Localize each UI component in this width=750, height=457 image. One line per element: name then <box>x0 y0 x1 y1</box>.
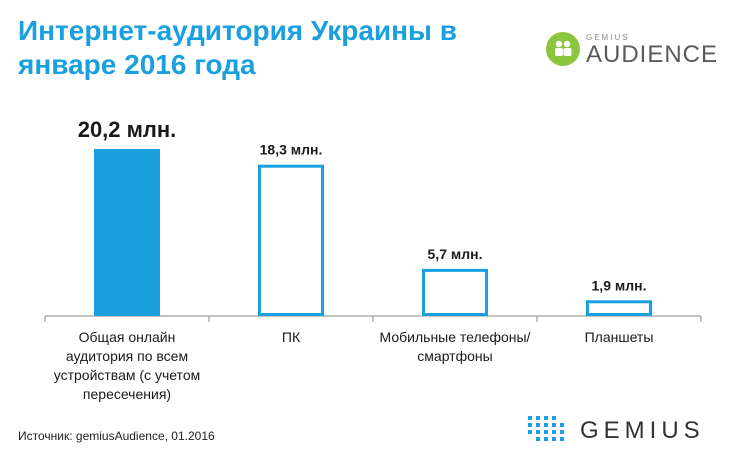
bar-data-label: 5,7 млн. <box>428 246 483 262</box>
gemius-audience-logo: GEMIUS AUDIENCE <box>546 32 736 72</box>
bar <box>586 300 652 317</box>
x-tick-label: Общая онлайн <box>79 329 176 345</box>
bar <box>94 149 160 316</box>
gemius-logo-text: GEMIUS <box>580 417 705 444</box>
page-title: Интернет-аудитория Украины в январе 2016… <box>18 15 457 80</box>
gemius-dot <box>552 430 556 434</box>
bar <box>258 164 324 316</box>
gemius-dot <box>528 416 532 420</box>
audience-logo-small-text: GEMIUS <box>586 33 630 42</box>
bar-data-label: 1,9 млн. <box>592 277 647 293</box>
gemius-dot <box>536 437 540 441</box>
gemius-dot <box>528 423 532 427</box>
bar-data-label: 18,3 млн. <box>260 142 323 158</box>
gemius-dot <box>560 437 564 441</box>
gemius-dot <box>544 416 548 420</box>
x-tick-label: смартфоны <box>417 348 492 364</box>
gemius-dot <box>560 430 564 434</box>
gemius-dot <box>544 423 548 427</box>
gemius-dot <box>536 423 540 427</box>
x-tick-label: пересечения) <box>83 386 171 402</box>
gemius-dot <box>552 416 556 420</box>
bar-data-label: 20,2 млн. <box>78 117 177 142</box>
gemius-dot <box>528 430 532 434</box>
gemius-dot <box>560 423 564 427</box>
x-tick-label: Планшеты <box>585 329 654 345</box>
audience-logo-big-text: AUDIENCE <box>586 41 719 68</box>
gemius-dots-icon <box>528 416 564 441</box>
gemius-dot <box>536 430 540 434</box>
gemius-logo: GEMIUS <box>526 414 736 446</box>
gemius-dot <box>544 430 548 434</box>
gemius-dot <box>544 437 548 441</box>
audience-people-icon <box>546 32 580 66</box>
x-tick-label: аудитория по всем <box>66 348 188 364</box>
x-tick-label: устройствам (с учетом <box>54 367 200 383</box>
source-note: Источник: gemiusAudience, 01.2016 <box>18 429 215 443</box>
x-tick-label: ПК <box>282 329 301 345</box>
gemius-dot <box>536 416 540 420</box>
bar <box>422 268 488 317</box>
x-tick-label: Мобильные телефоны/ <box>380 329 531 345</box>
gemius-dot <box>552 437 556 441</box>
gemius-dot <box>552 423 556 427</box>
